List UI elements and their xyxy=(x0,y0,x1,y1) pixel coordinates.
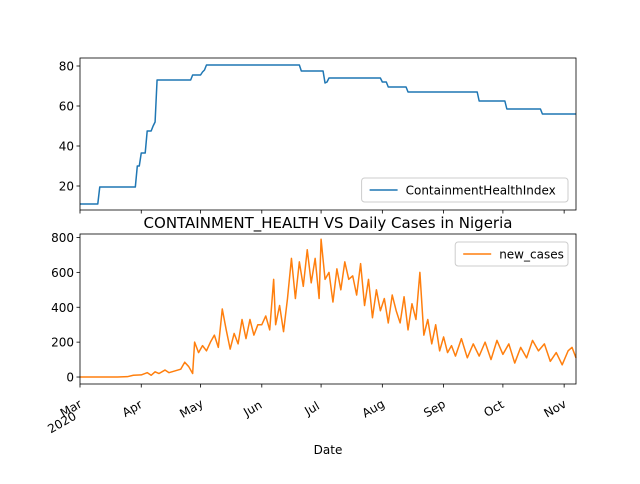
y-tick-label: 800 xyxy=(51,231,74,245)
x-tick-label: Jul xyxy=(301,399,321,419)
legend-box xyxy=(454,241,569,267)
legend: new_cases xyxy=(454,241,569,267)
series-line-ContainmentHealthIndex xyxy=(80,64,576,205)
y-tick-label: 40 xyxy=(59,140,74,154)
x-axis-label: Date xyxy=(314,443,343,457)
panel-1: 20 40 60 80 ContainmentHealthIndex xyxy=(59,57,577,214)
y-tick-label: 200 xyxy=(51,336,74,350)
legend-box xyxy=(361,177,569,203)
chart-title: CONTAINMENT_HEALTH VS Daily Cases in Nig… xyxy=(144,214,513,233)
legend: ContainmentHealthIndex xyxy=(361,177,569,203)
legend-label: new_cases xyxy=(499,248,564,262)
axes-frame xyxy=(79,233,577,385)
y-tick-label: 600 xyxy=(51,266,74,280)
legend-label: ContainmentHealthIndex xyxy=(406,184,556,198)
y-tick-label: 0 xyxy=(66,371,74,385)
y-tick-label: 400 xyxy=(51,301,74,315)
axes-frame xyxy=(79,57,577,211)
y-tick-label: 80 xyxy=(59,60,74,74)
series-line-new_cases xyxy=(80,238,577,378)
y-tick-label: 60 xyxy=(59,100,74,114)
y-tick-label: 20 xyxy=(59,180,74,194)
